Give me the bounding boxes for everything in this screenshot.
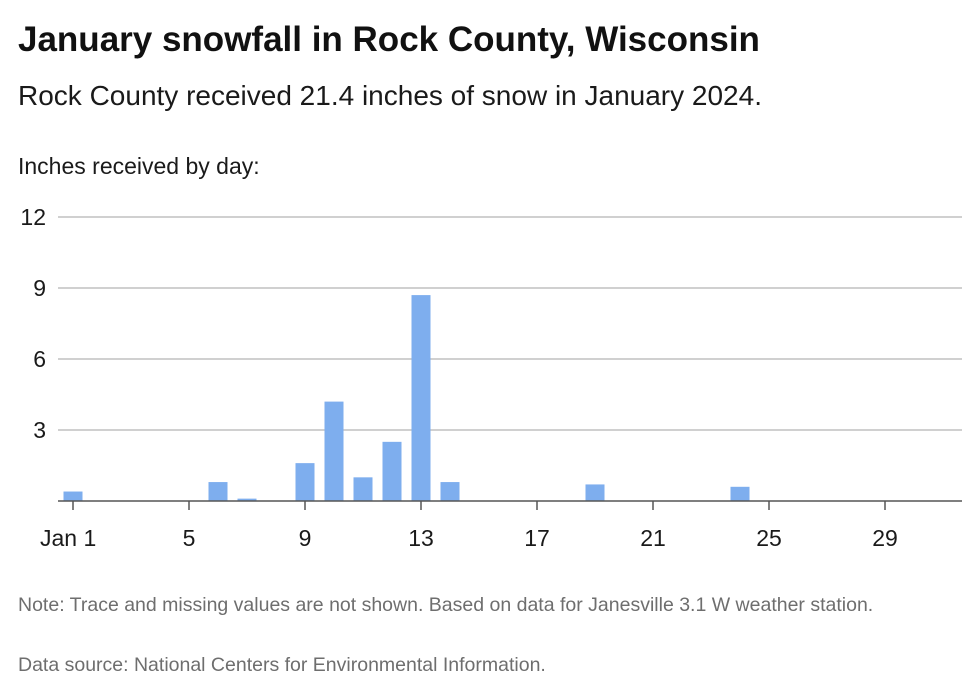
bar: [411, 295, 431, 501]
y-tick-label: 3: [33, 417, 46, 443]
bar: [63, 491, 83, 501]
bar: [440, 482, 460, 501]
x-tick-label: 5: [183, 525, 196, 551]
chart-title: January snowfall in Rock County, Wiscons…: [18, 20, 760, 59]
bar: [730, 486, 750, 501]
bar: [295, 463, 315, 501]
x-tick-label: 13: [408, 525, 434, 551]
bar: [353, 477, 373, 501]
x-tick-label: 9: [299, 525, 312, 551]
x-tick-label: 17: [524, 525, 550, 551]
bar: [208, 482, 228, 501]
bar: [382, 441, 402, 501]
data-source: Data source: National Centers for Enviro…: [18, 654, 546, 676]
y-tick-label: 12: [20, 204, 46, 230]
x-tick-label: 29: [872, 525, 898, 551]
x-tick-label: 21: [640, 525, 666, 551]
bar: [237, 498, 257, 501]
chart-subtitle: Rock County received 21.4 inches of snow…: [18, 80, 762, 111]
x-tick-label: 25: [756, 525, 782, 551]
chart-note: Note: Trace and missing values are not s…: [18, 594, 874, 616]
bar: [324, 401, 344, 501]
y-axis-label: Inches received by day:: [18, 153, 260, 179]
x-tick-label: Jan 1: [40, 525, 96, 551]
snowfall-bar-chart: 3 6 9 12 Jan 1 5 9 13 17 21 25 29: [20, 204, 962, 551]
bar: [585, 484, 605, 501]
y-tick-label: 9: [33, 275, 46, 301]
y-tick-label: 6: [33, 346, 46, 372]
